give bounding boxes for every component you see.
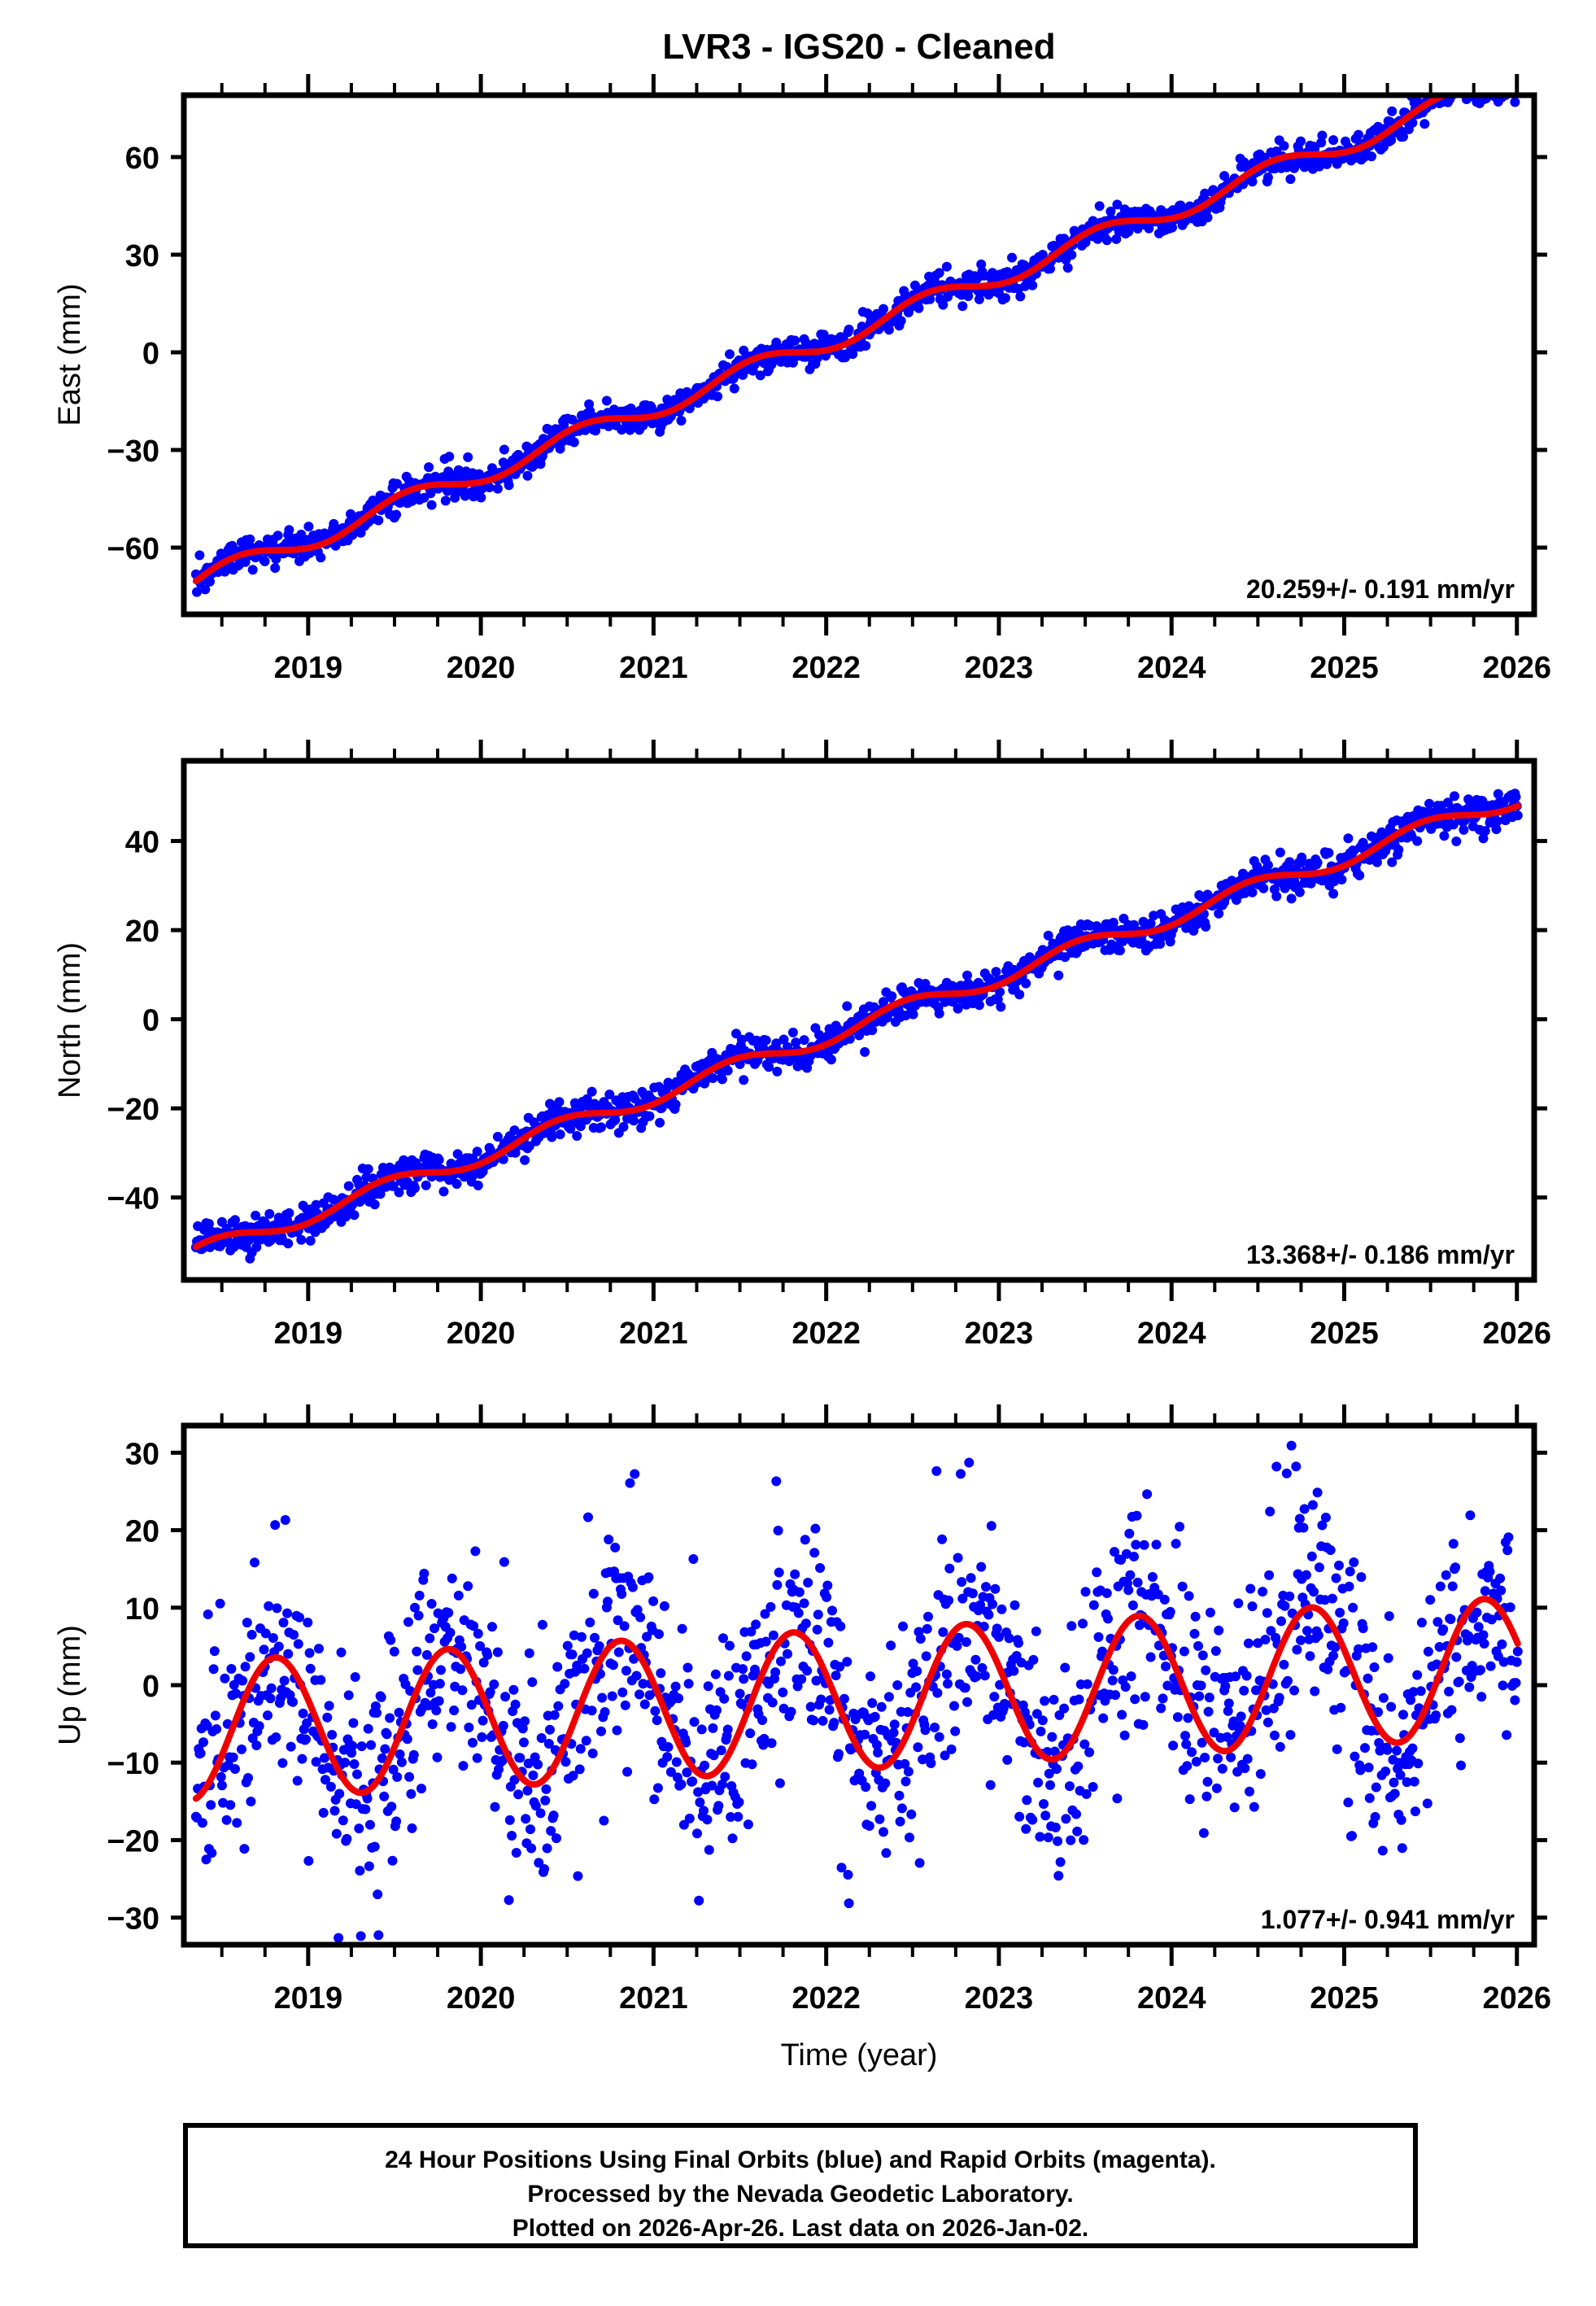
- x-tick-label: 2024: [1137, 1981, 1206, 2016]
- scatter-points: [190, 1440, 1523, 1943]
- y-tick-label: −30: [107, 435, 159, 469]
- trend-line: [192, 1596, 1521, 1802]
- y-tick-label: −10: [107, 1747, 159, 1781]
- x-tick-label: 2026: [1482, 1317, 1551, 1351]
- x-tick-label: 2025: [1310, 651, 1379, 685]
- x-tick-label: 2022: [791, 651, 861, 685]
- y-tick-label: 30: [125, 239, 159, 273]
- y-tick-label: 0: [142, 1670, 159, 1704]
- y-axis-title: North (mm): [53, 942, 87, 1098]
- y-tick-label: 10: [125, 1592, 159, 1627]
- footer-box-outline: [183, 2123, 1418, 2248]
- y-tick-label: −20: [107, 1824, 159, 1858]
- scatter-points: [190, 95, 1521, 597]
- x-tick-label: 2020: [447, 1981, 516, 2016]
- x-tick-label: 2019: [274, 1981, 343, 2016]
- x-tick-label: 2026: [1482, 1981, 1551, 2016]
- x-tick-label: 2019: [274, 651, 343, 685]
- y-tick-label: −20: [107, 1093, 159, 1127]
- y-axis-title: Up (mm): [53, 1625, 87, 1745]
- x-tick-label: 2019: [274, 1317, 343, 1351]
- y-tick-label: 20: [125, 1515, 159, 1549]
- x-tick-label: 2026: [1482, 651, 1551, 685]
- rate-annotation: 20.259+/- 0.191 mm/yr: [1246, 574, 1515, 604]
- trend-line: [192, 95, 1455, 585]
- east-panel: −60 −30 0 30 60 2019 2020 2021 2022 2023 2024 2025 2…: [53, 74, 1551, 685]
- x-tick-label: 2023: [965, 1981, 1034, 2016]
- y-tick-label: −60: [107, 532, 159, 566]
- rate-annotation: 1.077+/- 0.941 mm/yr: [1261, 1905, 1515, 1934]
- plot-frame: [181, 92, 1537, 618]
- x-tick-label: 2022: [791, 1981, 861, 2016]
- y-tick-label: −30: [107, 1902, 159, 1937]
- y-tick-label: −40: [107, 1182, 159, 1216]
- y-tick-label: 30: [125, 1437, 159, 1471]
- y-tick-label: 20: [125, 915, 159, 949]
- x-tick-label: 2024: [1137, 651, 1206, 685]
- x-tick-label: 2020: [447, 651, 516, 685]
- north-panel: −40 −20 0 20 40 2019 2020 2021 2022 2023 2024 2025 2…: [53, 740, 1551, 1351]
- x-tick-label: 2023: [965, 651, 1034, 685]
- y-axis-title: East (mm): [53, 283, 87, 426]
- north-panel-data-area: [190, 788, 1523, 1264]
- footer-line-1: 24 Hour Positions Using Final Orbits (bl…: [385, 2147, 1216, 2173]
- x-tick-label: 2020: [447, 1317, 516, 1351]
- y-tick-label: 0: [142, 1004, 159, 1038]
- y-tick-label: 60: [125, 142, 159, 176]
- footer-line-2: Processed by the Nevada Geodetic Laborat…: [527, 2181, 1073, 2208]
- x-tick-label: 2025: [1310, 1317, 1379, 1351]
- x-tick-label: 2021: [619, 1317, 688, 1351]
- rate-annotation: 13.368+/- 0.186 mm/yr: [1246, 1240, 1515, 1269]
- footer-line-3: Plotted on 2026-Apr-26. Last data on 202…: [512, 2215, 1089, 2242]
- footer-caption-box: 24 Hour Positions Using Final Orbits (bl…: [183, 2123, 1418, 2248]
- x-tick-label: 2023: [965, 1317, 1034, 1351]
- y-tick-label: 40: [125, 826, 159, 860]
- x-tick-label: 2022: [791, 1317, 861, 1351]
- page-title: LVR3 - IGS20 - Cleaned: [662, 27, 1055, 67]
- east-panel-data-area: [190, 95, 1521, 597]
- y-tick-label: 0: [142, 337, 159, 371]
- x-tick-label: 2021: [619, 1981, 688, 2016]
- up-panel: −30 −20 −10 0 10 20 30 2019 2020 2021 2022 2023 2024…: [53, 1404, 1551, 2072]
- trend-line: [192, 802, 1521, 1251]
- x-axis-title: Time (year): [781, 2038, 938, 2072]
- up-panel-data-area: [190, 1440, 1523, 1943]
- x-tick-label: 2025: [1310, 1981, 1379, 2016]
- x-tick-label: 2021: [619, 651, 688, 685]
- x-tick-label: 2024: [1137, 1317, 1206, 1351]
